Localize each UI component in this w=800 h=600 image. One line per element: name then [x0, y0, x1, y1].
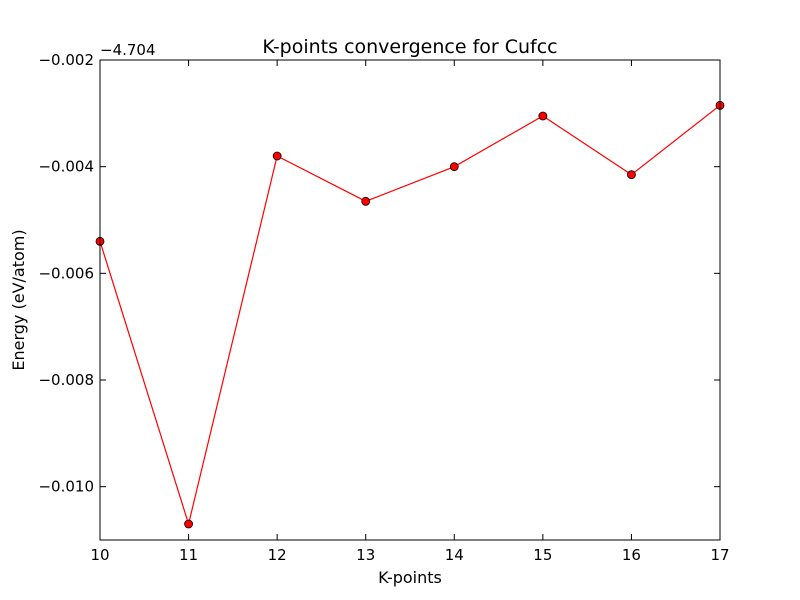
y-axis-title: Energy (eV/atom) — [9, 229, 28, 370]
data-point — [538, 111, 548, 121]
plot-area: 10 11 12 13 14 15 16 17 −0.010 −0.008 −0.006 −0.004… — [38, 51, 729, 564]
axes-frame — [99, 59, 721, 541]
data-point — [627, 170, 636, 180]
y-offset-label: −4.704 — [100, 41, 156, 59]
data-point — [361, 196, 371, 206]
y-tick-label: −0.004 — [38, 158, 94, 176]
chart-title: K-points convergence for Cufcc — [262, 36, 557, 58]
x-tick-label: 13 — [356, 546, 375, 564]
y-tick-label: −0.002 — [38, 51, 94, 69]
x-axis-title: K-points — [378, 568, 442, 587]
x-tick-label: 16 — [622, 546, 641, 564]
series-line — [99, 104, 721, 527]
data-point — [184, 519, 193, 529]
x-tick-label: 14 — [445, 546, 464, 564]
data-point — [449, 162, 459, 172]
y-tick-label: −0.006 — [38, 264, 94, 282]
x-tick-label: 10 — [90, 546, 109, 564]
y-tick-label: −0.008 — [38, 371, 94, 389]
x-tick-label: 12 — [268, 546, 287, 564]
y-tick-label: −0.010 — [38, 478, 94, 496]
x-tick-label: 15 — [533, 546, 552, 564]
x-tick-label: 11 — [179, 546, 198, 564]
x-tick-label: 17 — [710, 546, 729, 564]
data-point — [272, 151, 282, 161]
